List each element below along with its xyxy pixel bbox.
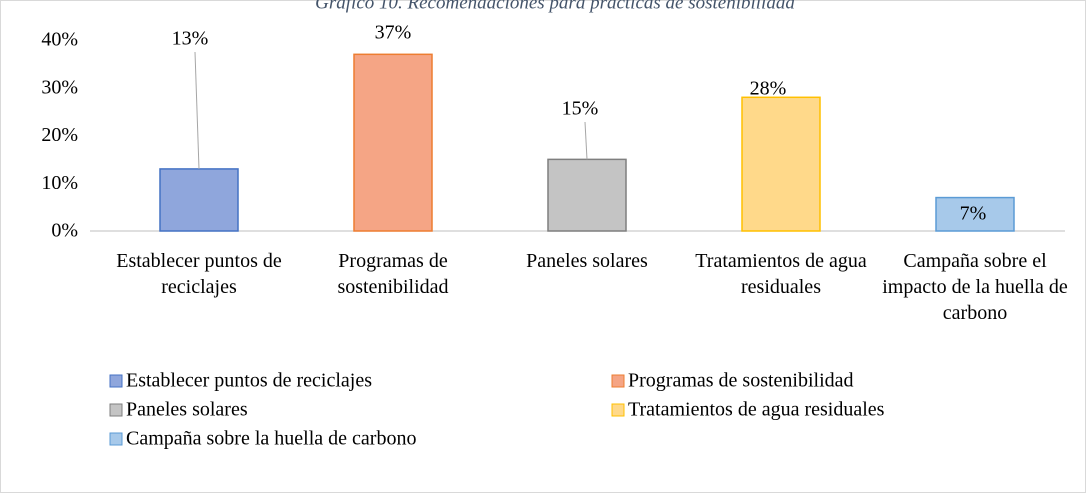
legend-label: Paneles solares <box>126 399 248 421</box>
leader-line <box>194 51 200 169</box>
legend-label: Campaña sobre la huella de carbono <box>126 428 416 450</box>
legend-label: Tratamientos de agua residuales <box>628 399 885 421</box>
data-label: 13% <box>172 28 209 50</box>
legend-swatch <box>109 374 123 388</box>
bar <box>353 53 433 232</box>
legend-swatch <box>109 403 123 417</box>
bar <box>159 168 239 232</box>
y-tick-label: 10% <box>41 172 78 194</box>
x-tick-label: Programas de sostenibilidad <box>337 250 449 298</box>
x-tick-label: Paneles solares <box>526 250 648 272</box>
x-tick-label: Campaña sobre el impacto de la huella de… <box>882 250 1068 324</box>
data-label: 37% <box>375 22 412 44</box>
x-tick-label: Establecer puntos de reciclajes <box>116 250 282 298</box>
y-tick-label: 0% <box>51 220 78 242</box>
x-tick-label: Tratamientos de agua residuales <box>695 250 867 298</box>
y-tick-label: 40% <box>41 29 78 51</box>
bar <box>935 196 1015 232</box>
legend-label: Programas de sostenibilidad <box>628 370 854 392</box>
chart-title: Gráfico 10. Recomendaciones para práctic… <box>315 0 795 13</box>
legend-swatch <box>611 374 625 388</box>
y-tick-label: 20% <box>41 124 78 146</box>
data-label: 7% <box>960 203 987 225</box>
data-label: 15% <box>562 98 599 120</box>
leader-line <box>584 121 588 160</box>
bar <box>547 158 627 232</box>
data-label: 28% <box>750 78 787 100</box>
y-tick-label: 30% <box>41 76 78 98</box>
legend-swatch <box>611 403 625 417</box>
bar <box>741 96 821 232</box>
legend-label: Establecer puntos de reciclajes <box>126 370 372 392</box>
legend-swatch <box>109 432 123 446</box>
